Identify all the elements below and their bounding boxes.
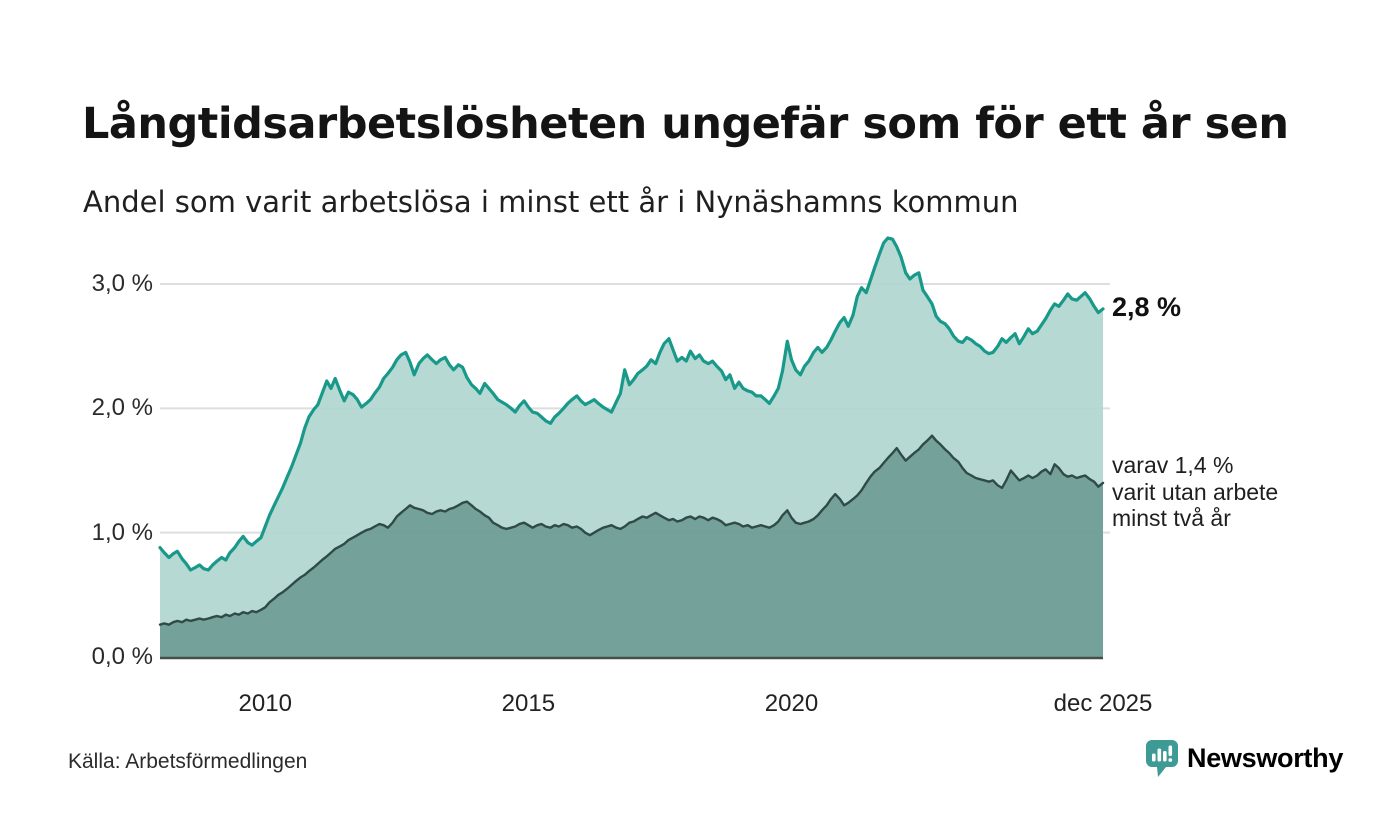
x-tick-label: 2020	[764, 690, 819, 717]
x-tick-label: dec 2025	[1053, 690, 1153, 717]
x-tick-label: 2010	[238, 690, 292, 717]
y-tick-label: 0,0 %	[91, 643, 153, 670]
newsworthy-brand: Newsworthy	[1146, 740, 1343, 783]
series-note-label: varav 1,4 % varit utan arbete minst två …	[1112, 452, 1278, 532]
series-note-line-1: varav 1,4 %	[1112, 452, 1234, 478]
newsworthy-logo-icon	[1146, 740, 1178, 783]
y-tick-label: 3,0 %	[91, 270, 153, 297]
series-note-line-3: minst två år	[1112, 505, 1231, 531]
y-tick-label: 1,0 %	[91, 518, 153, 546]
end-value-label: 2,8 %	[1112, 292, 1182, 322]
line-utan_arbete_minst_tva_ar	[158, 434, 1105, 626]
y-tick-label: 2,0 %	[91, 394, 153, 422]
page-subtitle: Andel som varit arbetslösa i minst ett å…	[83, 185, 1019, 219]
line-arbetslosa_minst_ett_ar	[158, 236, 1105, 572]
source-credit: Källa: Arbetsförmedlingen	[68, 750, 308, 773]
newsworthy-brand-text: Newsworthy	[1187, 743, 1344, 773]
area-utan_arbete_minst_tva_ar	[160, 435, 1103, 657]
series-note-line-2: varit utan arbete	[1112, 478, 1279, 505]
page-title: Långtidsarbetslösheten ungefär som för e…	[82, 98, 1289, 149]
x-tick-label: 2015	[501, 690, 556, 717]
